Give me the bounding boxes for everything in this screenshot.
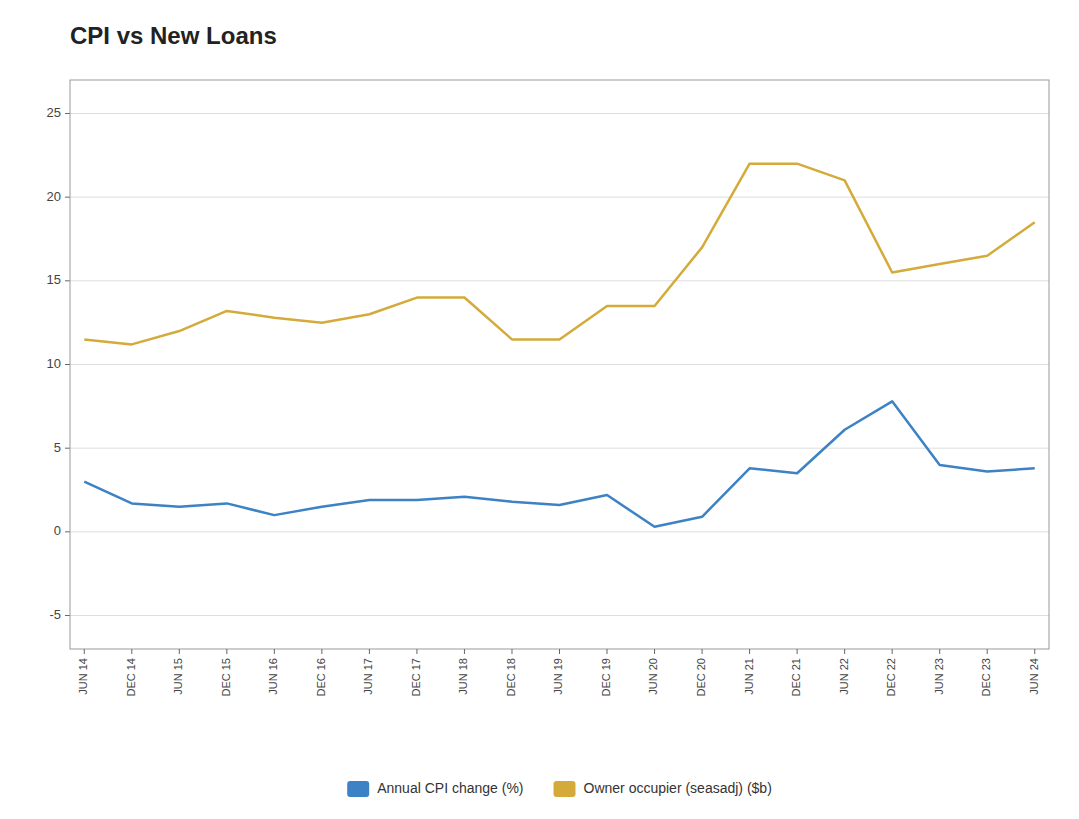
legend-swatch xyxy=(554,781,576,797)
x-tick xyxy=(464,649,465,654)
y-tick-label: 15 xyxy=(47,272,61,287)
y-tick xyxy=(65,448,70,449)
y-tick-label: 0 xyxy=(54,523,61,538)
series-line xyxy=(84,164,1034,345)
x-tick-label: JUN 16 xyxy=(267,658,279,695)
grid-line xyxy=(70,197,1049,198)
x-tick-label: JUN 22 xyxy=(838,658,850,695)
page: {"chart_data": {"type": "line", "title":… xyxy=(0,0,1079,819)
x-tick-label: DEC 22 xyxy=(885,658,897,697)
y-tick-label: 25 xyxy=(47,105,61,120)
x-tick xyxy=(987,649,988,654)
x-tick xyxy=(702,649,703,654)
x-tick xyxy=(226,649,227,654)
x-tick-label: DEC 19 xyxy=(600,658,612,697)
x-tick xyxy=(179,649,180,654)
x-tick-label: DEC 23 xyxy=(980,658,992,697)
grid-line xyxy=(70,113,1049,114)
title: CPI vs New Loans xyxy=(70,22,277,49)
legend-label: Annual CPI change (%) xyxy=(377,780,523,796)
chart: CPI vs New Loans -5 0 5 10 15 20 25 JUN 14 DEC 14… xyxy=(0,0,1079,819)
series-line xyxy=(84,401,1034,527)
x-tick-label: DEC 21 xyxy=(790,658,802,697)
grid-line xyxy=(70,448,1049,449)
y-tick xyxy=(65,197,70,198)
x-tick xyxy=(369,649,370,654)
grid-line xyxy=(70,615,1049,616)
x-tick xyxy=(511,649,512,654)
y-tick-label: 5 xyxy=(54,440,61,455)
y-tick xyxy=(65,531,70,532)
x-tick xyxy=(84,649,85,654)
x-tick-label: JUN 17 xyxy=(362,658,374,695)
x-tick xyxy=(416,649,417,654)
x-tick xyxy=(274,649,275,654)
y-tick-label: 10 xyxy=(47,356,61,371)
legend-swatch xyxy=(347,781,369,797)
x-tick xyxy=(892,649,893,654)
grid-line xyxy=(70,364,1049,365)
y-tick-label: 20 xyxy=(47,189,61,204)
x-tick-label: JUN 24 xyxy=(1028,658,1040,695)
x-tick-label: JUN 14 xyxy=(77,658,89,695)
x-tick xyxy=(939,649,940,654)
x-tick-label: DEC 17 xyxy=(410,658,422,697)
x-tick xyxy=(607,649,608,654)
series-lines xyxy=(84,164,1034,527)
x-tick xyxy=(844,649,845,654)
x-tick-label: DEC 18 xyxy=(505,658,517,697)
grid-line xyxy=(70,531,1049,532)
x-tick xyxy=(1034,649,1035,654)
x-tick xyxy=(749,649,750,654)
x-axis: JUN 14 DEC 14 JUN 15 DEC 15 JUN 16 DEC 16 JUN … xyxy=(77,649,1039,697)
x-tick-label: JUN 23 xyxy=(933,658,945,695)
x-tick xyxy=(654,649,655,654)
x-tick xyxy=(131,649,132,654)
y-tick xyxy=(65,280,70,281)
x-tick-label: DEC 20 xyxy=(695,658,707,697)
grid-line xyxy=(70,280,1049,281)
x-tick-label: JUN 21 xyxy=(743,658,755,695)
legend: Annual CPI change (%) Owner occupier (sea… xyxy=(347,780,772,797)
x-tick xyxy=(797,649,798,654)
y-tick-label: -5 xyxy=(49,607,61,622)
x-tick-label: JUN 20 xyxy=(647,658,659,695)
y-tick xyxy=(65,113,70,114)
x-tick-label: DEC 16 xyxy=(315,658,327,697)
x-tick xyxy=(321,649,322,654)
x-tick-label: JUN 19 xyxy=(552,658,564,695)
y-tick xyxy=(65,615,70,616)
x-tick xyxy=(559,649,560,654)
x-tick-label: DEC 14 xyxy=(125,658,137,697)
y-axis: -5 0 5 10 15 20 25 xyxy=(47,105,1049,622)
x-tick-label: JUN 18 xyxy=(457,658,469,695)
legend-item: Owner occupier (seasadj) ($b) xyxy=(554,780,772,797)
plot-frame xyxy=(70,80,1049,649)
y-tick xyxy=(65,364,70,365)
legend-label: Owner occupier (seasadj) ($b) xyxy=(584,780,772,796)
x-tick-label: DEC 15 xyxy=(220,658,232,697)
x-tick-label: JUN 15 xyxy=(172,658,184,695)
legend-item: Annual CPI change (%) xyxy=(347,780,523,797)
